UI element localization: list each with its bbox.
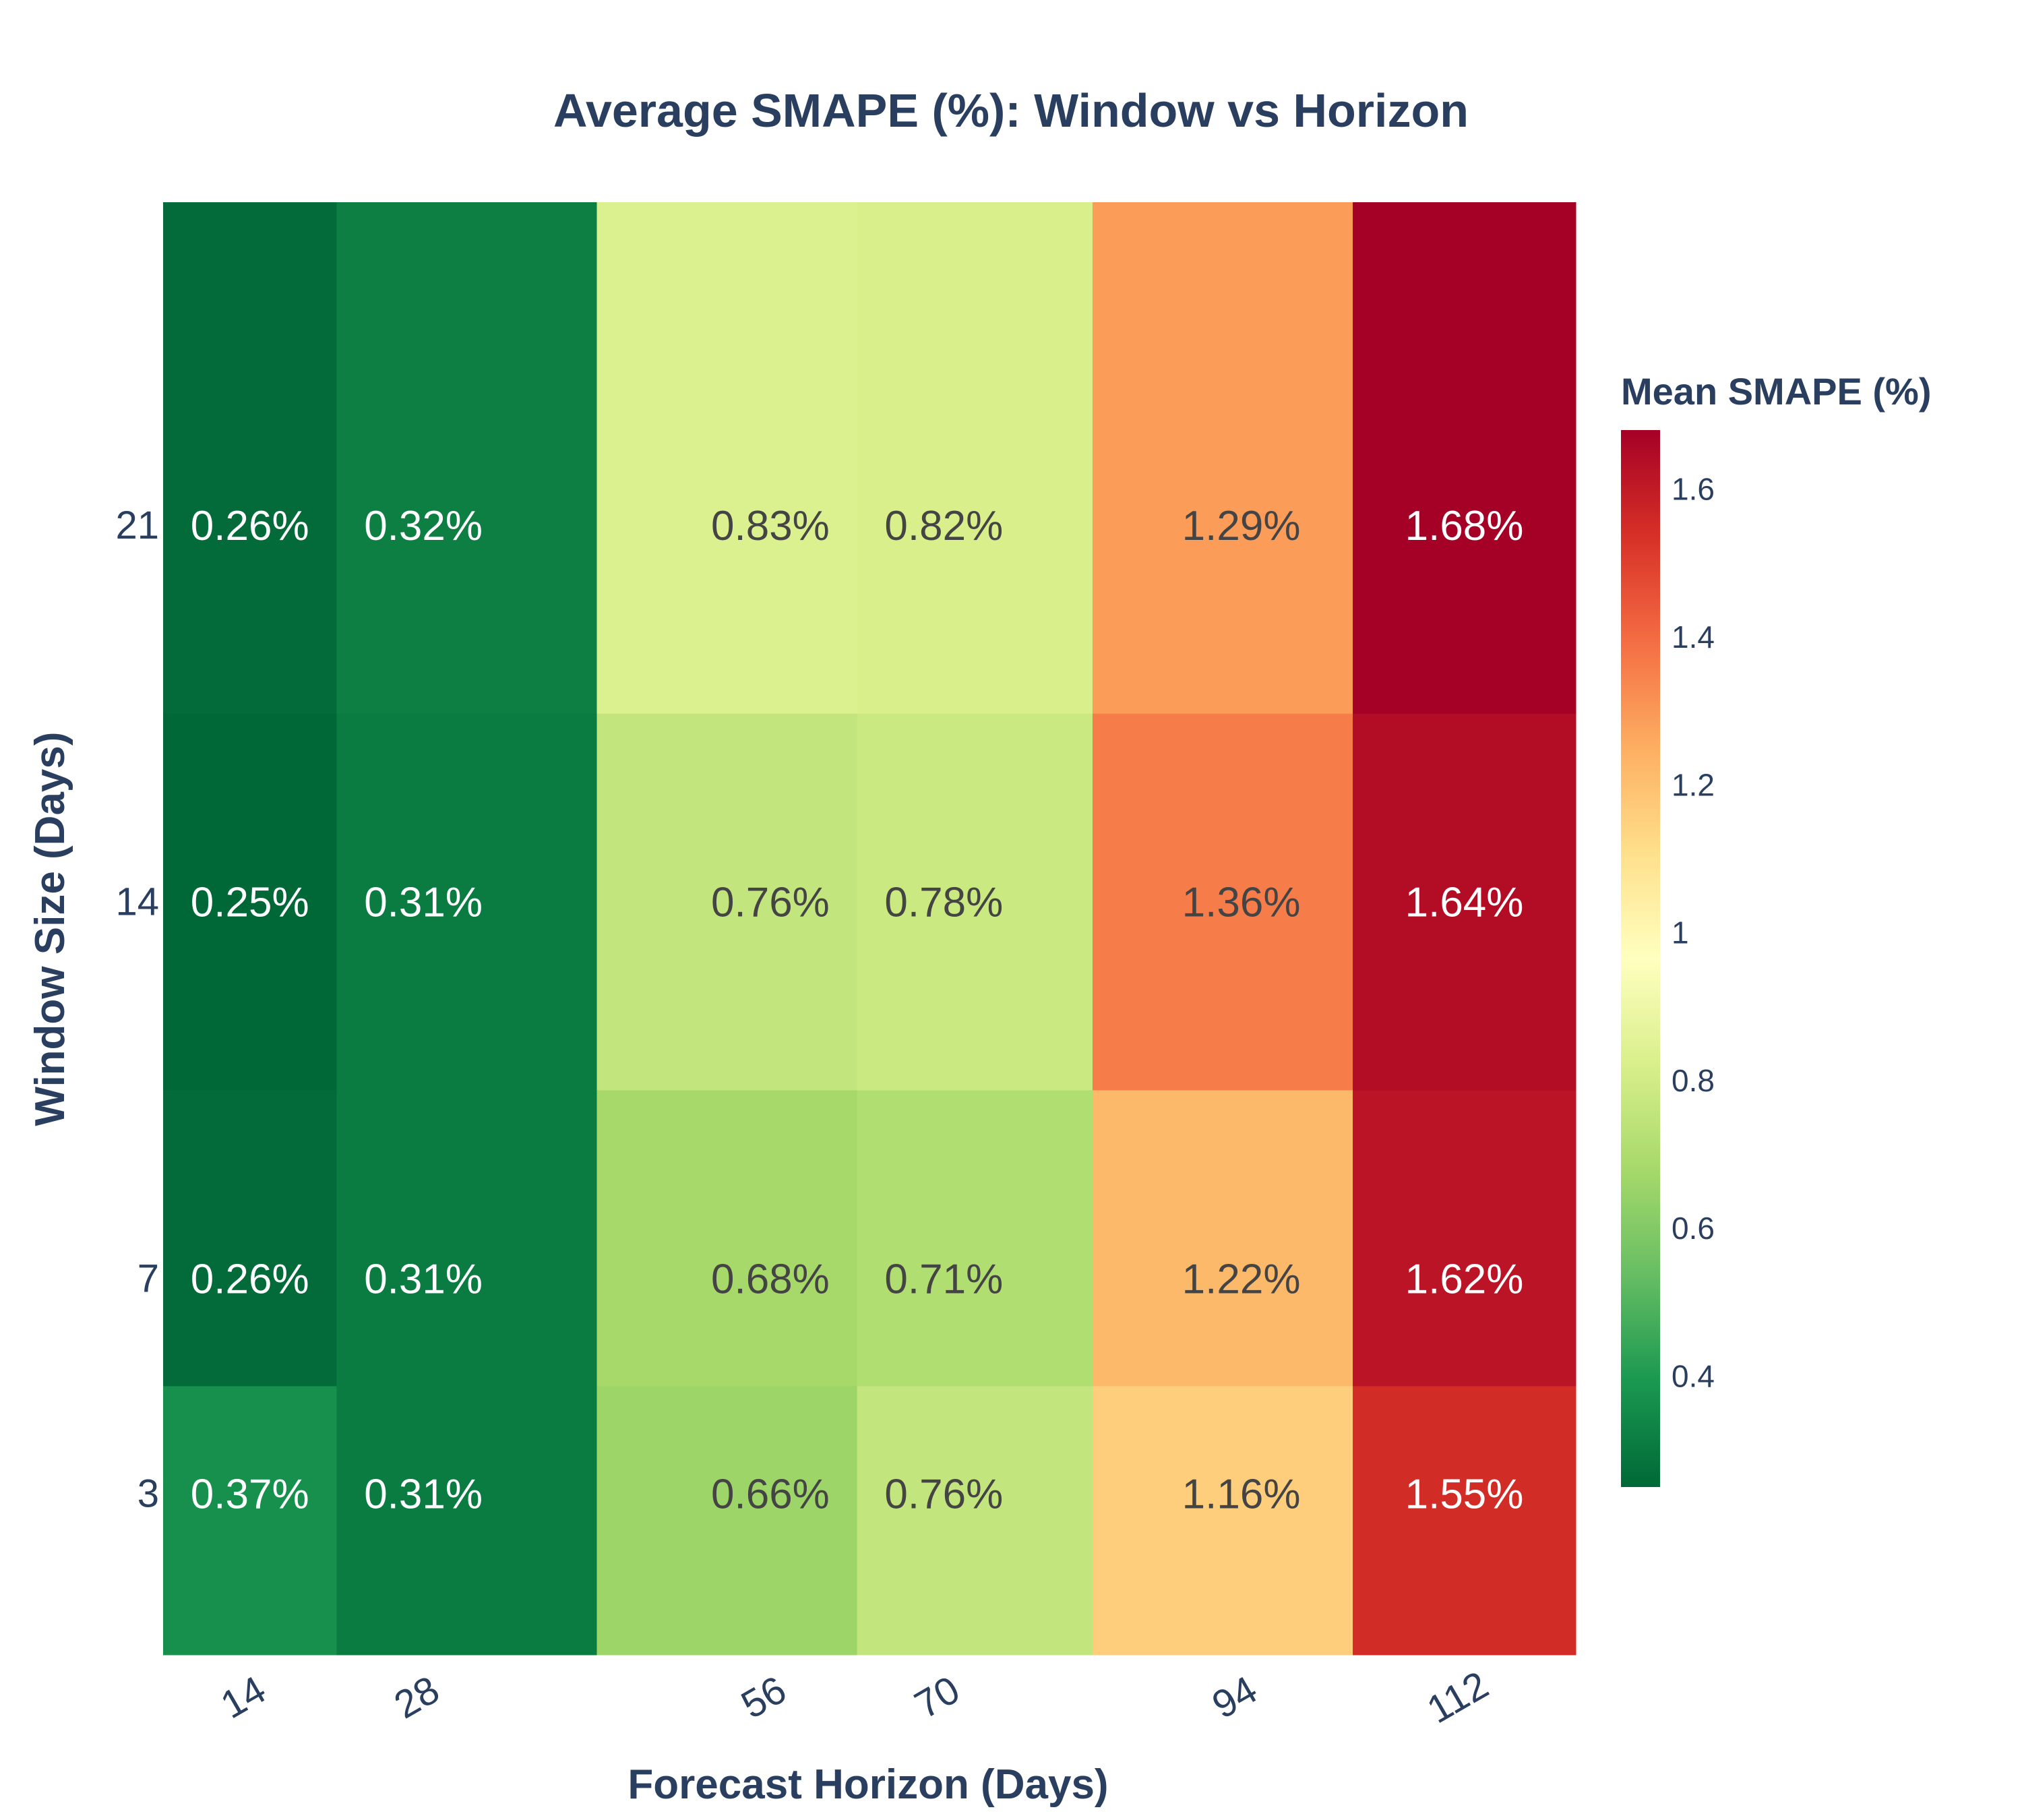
cell-value-label: 0.32%: [364, 503, 483, 549]
cell-value-label: 0.76%: [884, 1472, 1003, 1518]
x-tick-label: 14: [214, 1668, 273, 1728]
heatmap-cell: [857, 713, 1093, 1091]
heatmap-cell: [163, 713, 337, 1091]
heatmap-cell: [596, 713, 858, 1091]
cell-value-label: 0.31%: [364, 1256, 483, 1302]
colorbar-title: Mean SMAPE (%): [1621, 370, 1932, 413]
colorbar-ticks: 0.4 0.6 0.8 1 1.2 1.4 1.6: [1672, 472, 1715, 1394]
heatmap-cell: [1092, 202, 1353, 714]
y-axis-title: Window Size (Days): [27, 731, 73, 1126]
heatmap-cell: [857, 1089, 1093, 1387]
heatmap-cell: [1353, 713, 1576, 1091]
cell-value-label: 0.82%: [884, 503, 1003, 549]
cell-value-label: 0.26%: [191, 503, 309, 549]
heatmap-cell: [1092, 1385, 1353, 1656]
cell-value-label: 0.68%: [711, 1256, 830, 1302]
colorbar-tick-label: 1: [1672, 915, 1689, 950]
heatmap-cell: [857, 202, 1093, 714]
cell-value-label: 1.36%: [1182, 880, 1301, 926]
cell-value-label: 1.16%: [1182, 1472, 1301, 1518]
x-tick-label: 28: [387, 1668, 446, 1728]
y-axis-ticks: 3 7 14 21: [115, 504, 159, 1516]
x-axis-title: Forecast Horizon (Days): [627, 1761, 1108, 1808]
cell-value-label: 0.71%: [884, 1256, 1003, 1302]
colorbar-tick-label: 1.2: [1672, 767, 1715, 802]
colorbar-tick-label: 1.4: [1672, 619, 1715, 655]
heatmap-cell: [163, 1385, 337, 1656]
heatmap-cell: [1092, 1089, 1353, 1387]
colorbar-tick-label: 1.6: [1672, 472, 1715, 507]
cell-value-label: 0.31%: [364, 1472, 483, 1518]
heatmap-cell: [596, 202, 858, 714]
heatmap-cell: [1092, 713, 1353, 1091]
x-tick-label: 56: [734, 1668, 793, 1728]
cell-value-label: 0.37%: [191, 1472, 309, 1518]
heatmap-cell: [596, 1089, 858, 1387]
cell-value-label: 0.26%: [191, 1256, 309, 1302]
heatmap-cell-labels: 0.37% 0.31% 0.66% 0.76% 1.16% 1.55% 0.26% 0.31%…: [191, 503, 1524, 1518]
cell-value-label: 1.68%: [1405, 503, 1524, 549]
x-tick-label: 94: [1205, 1668, 1264, 1728]
heatmap-cell: [336, 1089, 598, 1387]
cell-value-label: 0.66%: [711, 1472, 830, 1518]
heatmap-cell: [1353, 1089, 1576, 1387]
heatmap-cell: [1353, 202, 1576, 714]
heatmap-cell: [1353, 1385, 1576, 1656]
heatmap-cell: [336, 202, 598, 714]
heatmap-cell: [857, 1385, 1093, 1656]
cell-value-label: 0.76%: [711, 880, 830, 926]
cell-value-label: 0.83%: [711, 503, 830, 549]
y-tick-label: 7: [137, 1256, 159, 1300]
cell-value-label: 1.62%: [1405, 1256, 1524, 1302]
heatmap-cell: [163, 202, 337, 714]
x-tick-label: 70: [907, 1668, 967, 1728]
cell-value-label: 1.29%: [1182, 503, 1301, 549]
colorbar-tick-label: 0.8: [1672, 1063, 1715, 1098]
cell-value-label: 1.64%: [1405, 880, 1524, 926]
heatmap-cell: [163, 1089, 337, 1387]
cell-value-label: 1.22%: [1182, 1256, 1301, 1302]
x-tick-label: 112: [1419, 1663, 1496, 1732]
heatmap-cell: [336, 1385, 598, 1656]
colorbar-tick-label: 0.6: [1672, 1211, 1715, 1246]
cell-value-label: 0.31%: [364, 880, 483, 926]
y-tick-label: 14: [115, 880, 159, 924]
colorbar-tick-label: 0.4: [1672, 1359, 1715, 1394]
heatmap-cell: [596, 1385, 858, 1656]
heatmap-cells: [163, 202, 1576, 1656]
heatmap-cell: [336, 713, 598, 1091]
x-axis-ticks: 14 28 56 70 94 112: [214, 1663, 1496, 1732]
cell-value-label: 0.25%: [191, 880, 309, 926]
colorbar: [1621, 430, 1660, 1487]
chart-title: Average SMAPE (%): Window vs Horizon: [553, 84, 1469, 137]
cell-value-label: 0.78%: [884, 880, 1003, 926]
cell-value-label: 1.55%: [1405, 1472, 1524, 1518]
y-tick-label: 3: [137, 1472, 159, 1516]
y-tick-label: 21: [115, 504, 159, 547]
